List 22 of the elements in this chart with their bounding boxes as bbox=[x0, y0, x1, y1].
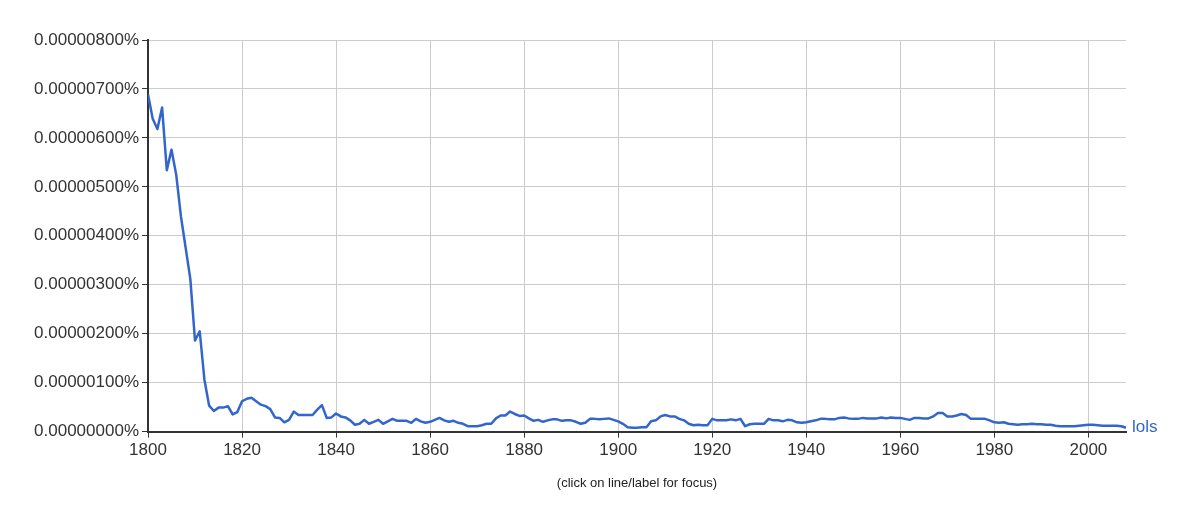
x-tick-label: 1980 bbox=[975, 440, 1014, 460]
x-tick-label: 1960 bbox=[881, 440, 920, 460]
x-tick-label: 2000 bbox=[1069, 440, 1108, 460]
text: (click on line/label for focus) bbox=[556, 475, 718, 491]
x-tick-label: 1880 bbox=[505, 440, 544, 460]
y-tick-label: 0.00000300% bbox=[34, 274, 139, 294]
y-tick-label: 0.00000100% bbox=[34, 372, 139, 392]
x-tick-label: 1920 bbox=[693, 440, 732, 460]
y-tick-label: 0.00000500% bbox=[34, 176, 139, 196]
x-tick-label: 1940 bbox=[787, 440, 826, 460]
y-tick-label: 0.00000000% bbox=[34, 421, 139, 441]
x-tick-label: 1860 bbox=[411, 440, 450, 460]
x-tick-label: 1820 bbox=[223, 440, 261, 460]
x-tick-label: 1800 bbox=[129, 440, 167, 460]
y-tick-label: 0.00000800% bbox=[34, 29, 139, 49]
series-label: lols bbox=[1132, 417, 1158, 437]
y-tick-label: 0.00000400% bbox=[34, 225, 139, 245]
x-tick-label: 1840 bbox=[317, 440, 355, 460]
y-tick-label: 0.00000200% bbox=[34, 323, 139, 343]
x-tick-label: 1900 bbox=[599, 440, 638, 460]
y-tick-label: 0.00000600% bbox=[34, 127, 139, 147]
y-tick-label: 0.00000700% bbox=[34, 78, 139, 98]
